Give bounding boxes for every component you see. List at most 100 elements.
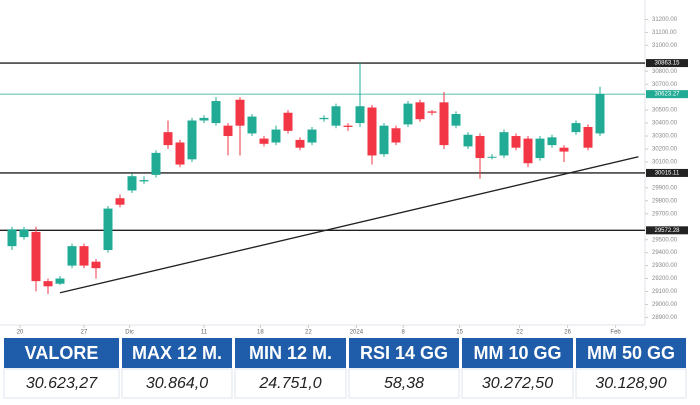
candle-body bbox=[7, 229, 17, 247]
table-value-cell bbox=[234, 368, 347, 399]
candle-body bbox=[439, 102, 449, 146]
level-label: 30863.15 bbox=[654, 61, 680, 67]
table-header-cell bbox=[349, 338, 459, 368]
level-label: 30015.11 bbox=[655, 171, 680, 177]
table-header: MIN 12 M. bbox=[249, 343, 332, 363]
candle-body bbox=[487, 156, 497, 158]
candle-body bbox=[163, 132, 173, 146]
last-price-label: 30623.27 bbox=[654, 92, 680, 98]
candle-body bbox=[547, 137, 557, 146]
level-label-box bbox=[646, 168, 688, 177]
candle-body bbox=[55, 278, 65, 284]
candle-body bbox=[583, 126, 593, 148]
candle-body bbox=[223, 125, 233, 137]
x-tick-label: 20 bbox=[17, 330, 24, 336]
x-tick-label: 27 bbox=[81, 330, 88, 336]
level-label-box bbox=[646, 226, 688, 235]
y-tick-label: 31200.00 bbox=[652, 17, 678, 23]
candle-body bbox=[151, 152, 161, 175]
y-tick-label: 30400.00 bbox=[652, 121, 678, 127]
candle-body bbox=[331, 106, 341, 126]
y-tick-label: 29700.00 bbox=[652, 211, 678, 217]
y-tick-label: 31000.00 bbox=[652, 43, 678, 49]
candle-body bbox=[247, 116, 257, 134]
x-tick-label: 11 bbox=[201, 330, 208, 336]
table-value-cell bbox=[348, 368, 460, 399]
candle-body bbox=[259, 138, 269, 144]
x-tick-label: Dic bbox=[125, 330, 134, 336]
x-tick-label: Feb bbox=[610, 330, 621, 336]
table-header-cell bbox=[4, 338, 119, 368]
candle-body bbox=[19, 229, 29, 238]
candle-body bbox=[319, 117, 329, 120]
candle-body bbox=[271, 129, 281, 143]
candle-body bbox=[451, 114, 461, 126]
table-value-cell bbox=[461, 368, 574, 399]
y-tick-label: 29800.00 bbox=[652, 198, 678, 204]
candle-body bbox=[199, 117, 209, 121]
candle-body bbox=[67, 246, 77, 266]
level-label-box bbox=[646, 59, 688, 68]
candle-body bbox=[283, 112, 293, 131]
y-tick-label: 30500.00 bbox=[652, 108, 678, 114]
table-header-cell bbox=[576, 338, 686, 368]
candle-body bbox=[499, 132, 509, 156]
candle-body bbox=[595, 94, 605, 134]
x-tick-label: 18 bbox=[257, 330, 264, 336]
candle-body bbox=[103, 208, 113, 251]
y-tick-label: 29400.00 bbox=[652, 250, 678, 256]
table-header: MM 10 GG bbox=[473, 343, 561, 363]
x-tick-label: 8 bbox=[402, 330, 406, 336]
y-tick-label: 29100.00 bbox=[652, 289, 678, 295]
candle-body bbox=[559, 147, 569, 152]
y-tick-label: 30700.00 bbox=[652, 82, 678, 88]
candle-body bbox=[475, 136, 485, 159]
candle-body bbox=[379, 125, 389, 155]
table-value: 24.751,0 bbox=[258, 375, 321, 392]
candle-body bbox=[127, 176, 137, 191]
y-tick-label: 29300.00 bbox=[652, 263, 678, 269]
candle-body bbox=[175, 142, 185, 165]
y-tick-label: 31100.00 bbox=[652, 30, 677, 36]
y-tick-label: 30100.00 bbox=[652, 160, 678, 166]
x-tick-label: 22 bbox=[305, 330, 312, 336]
x-tick-label: 15 bbox=[456, 330, 463, 336]
y-tick-label: 28900.00 bbox=[652, 315, 678, 321]
candle-body bbox=[211, 101, 221, 124]
table-header: MAX 12 M. bbox=[132, 343, 222, 363]
table-value-cell bbox=[121, 368, 233, 399]
candle-body bbox=[427, 111, 437, 113]
candle-body bbox=[463, 134, 473, 147]
table-header-cell bbox=[235, 338, 346, 368]
y-tick-label: 30800.00 bbox=[652, 69, 678, 75]
table-value: 30.128,90 bbox=[595, 375, 666, 392]
candle-body bbox=[307, 129, 317, 143]
candle-body bbox=[571, 123, 581, 133]
y-tick-label: 29200.00 bbox=[652, 276, 678, 282]
candle-body bbox=[187, 120, 197, 160]
table-header: RSI 14 GG bbox=[360, 343, 448, 363]
candle-body bbox=[403, 103, 413, 125]
candle-body bbox=[511, 136, 521, 148]
table-value-cell bbox=[575, 368, 687, 399]
table-value: 58,38 bbox=[384, 375, 424, 392]
table-header: VALORE bbox=[25, 343, 99, 363]
table-header-cell bbox=[122, 338, 232, 368]
y-tick-label: 30300.00 bbox=[652, 134, 678, 140]
last-price-box bbox=[646, 90, 688, 99]
x-tick-label: 22 bbox=[516, 330, 523, 336]
candle-body bbox=[391, 128, 401, 143]
candle-body bbox=[115, 198, 125, 205]
x-tick-label: 2024 bbox=[350, 330, 364, 336]
y-tick-label: 29900.00 bbox=[652, 185, 678, 191]
candle-body bbox=[523, 138, 533, 164]
candle-body bbox=[139, 180, 149, 182]
candle-body bbox=[31, 231, 41, 282]
table-value-cell bbox=[3, 368, 120, 399]
candle-body bbox=[235, 99, 245, 126]
trendline bbox=[59, 156, 639, 294]
candle-body bbox=[343, 125, 353, 127]
table-value: 30.864,0 bbox=[146, 375, 208, 392]
